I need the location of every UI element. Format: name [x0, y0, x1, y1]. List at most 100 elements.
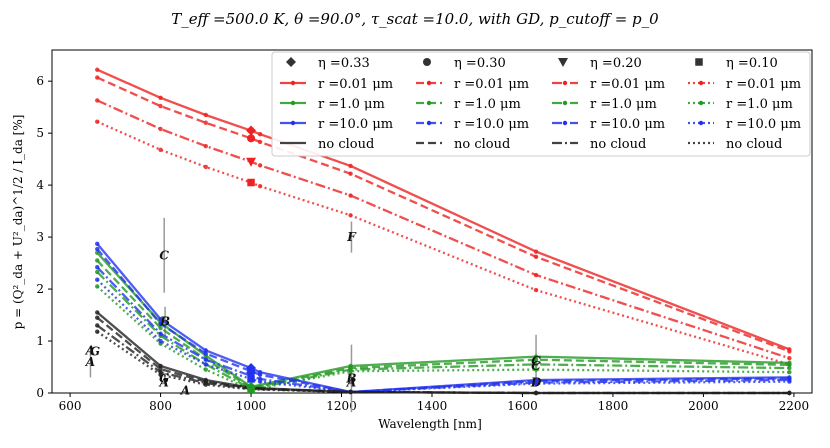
data-point	[95, 67, 100, 72]
legend-point-swatch	[426, 120, 432, 126]
data-point	[95, 119, 100, 124]
legend-entry-label: r =10.0 μm	[726, 117, 801, 132]
data-point	[95, 269, 100, 275]
series-line-1	[96, 76, 790, 353]
data-point	[533, 381, 539, 386]
x-tick-label: 600	[59, 399, 82, 413]
data-point	[95, 265, 100, 270]
data-point	[787, 362, 792, 368]
x-axis-label: Wavelength [nm]	[378, 417, 482, 431]
data-point	[257, 379, 263, 384]
data-point	[203, 120, 209, 125]
data-point	[203, 143, 209, 149]
data-point	[158, 338, 163, 344]
y-tick-label: 1	[36, 334, 44, 348]
data-point	[158, 103, 163, 109]
data-point	[348, 193, 353, 198]
data-point	[158, 95, 163, 101]
data-point	[95, 284, 100, 289]
legend-entry-label: no cloud	[318, 137, 374, 152]
data-point	[787, 365, 792, 371]
data-point	[95, 241, 100, 247]
data-point	[158, 126, 163, 132]
data-point	[533, 362, 539, 367]
legend-eta-label: η =0.30	[454, 56, 506, 71]
data-point	[533, 287, 539, 293]
observation-label: A	[180, 383, 190, 397]
data-point	[158, 372, 163, 378]
legend-entry-label: no cloud	[726, 137, 782, 152]
x-tick-label: 2000	[688, 399, 719, 413]
observation-label: C	[531, 354, 541, 368]
observation-label: B	[159, 314, 170, 328]
data-point	[95, 98, 100, 103]
data-point	[203, 112, 209, 118]
y-tick-label: 4	[36, 178, 44, 192]
legend-point-swatch	[698, 120, 704, 126]
data-point	[95, 277, 100, 282]
series-line-9	[96, 248, 790, 394]
observation-label: B	[345, 371, 356, 385]
legend-point-swatch	[426, 80, 432, 86]
data-point	[203, 382, 209, 387]
square-marker	[247, 385, 255, 394]
data-point	[348, 368, 353, 374]
data-point	[533, 367, 539, 372]
observation-label: A	[85, 343, 95, 357]
legend-entry-label: r =10.0 μm	[454, 117, 529, 132]
square-legend-marker	[695, 58, 703, 66]
legend-frame	[271, 51, 811, 157]
legend-point-swatch	[698, 100, 704, 106]
legend-point-swatch	[290, 100, 296, 106]
plot-area: 600 800 1000 1200 1400 1600 1800 2000 2200 0 1 2 3 4 5…	[36, 49, 813, 413]
data-point	[95, 75, 100, 80]
data-point	[348, 163, 353, 169]
legend-point-swatch	[426, 100, 432, 106]
observation-label: D	[530, 376, 542, 390]
observation-label: A	[346, 376, 356, 390]
data-point	[787, 349, 792, 354]
legend-entry-label: r =1.0 μm	[318, 97, 385, 112]
legend-entry-label: r =1.0 μm	[454, 97, 521, 112]
legend-point-swatch	[562, 100, 568, 106]
data-point	[533, 254, 539, 260]
legend-entry-label: r =1.0 μm	[726, 97, 793, 112]
x-tick-label: 1200	[326, 399, 357, 413]
data-point	[257, 139, 263, 145]
data-point	[257, 372, 263, 378]
data-point	[787, 390, 792, 396]
y-tick-label: 5	[36, 126, 44, 140]
y-tick-label: 3	[36, 230, 44, 244]
legend-point-swatch	[290, 80, 296, 86]
data-point	[158, 317, 163, 322]
x-tick-label: 1000	[236, 399, 267, 413]
legend-entry-label: r =10.0 μm	[590, 117, 665, 132]
legend-entry-label: r =0.01 μm	[454, 77, 529, 92]
series-line-0	[96, 68, 790, 351]
observation-label: G	[90, 344, 100, 358]
data-point	[787, 379, 792, 384]
data-point	[257, 183, 263, 189]
x-tick-label: 800	[149, 399, 172, 413]
data-point	[348, 389, 353, 395]
triangle-down-marker	[246, 157, 257, 167]
legend-entry-label: r =1.0 μm	[590, 97, 657, 112]
data-point	[95, 310, 100, 315]
legend-eta-label: η =0.20	[590, 56, 642, 71]
legend: η =0.33 r =0.01 μm r =1.0 μm r =10.0 μm no c…	[271, 51, 811, 157]
data-point	[348, 171, 353, 176]
triangle-down-legend-marker	[558, 58, 568, 67]
data-point	[787, 355, 792, 361]
x-tick-label: 2200	[779, 399, 810, 413]
square-marker	[247, 178, 255, 187]
series-line-2	[96, 99, 790, 360]
diamond-marker	[246, 125, 257, 136]
circle-legend-marker	[423, 58, 431, 66]
legend-entry-label: r =0.01 μm	[590, 77, 665, 92]
y-tick-label: 6	[36, 74, 44, 88]
data-point	[533, 272, 539, 278]
series-line-10	[96, 266, 790, 394]
x-tick-label: 1600	[507, 399, 538, 413]
legend-eta-label: η =0.33	[318, 56, 370, 71]
